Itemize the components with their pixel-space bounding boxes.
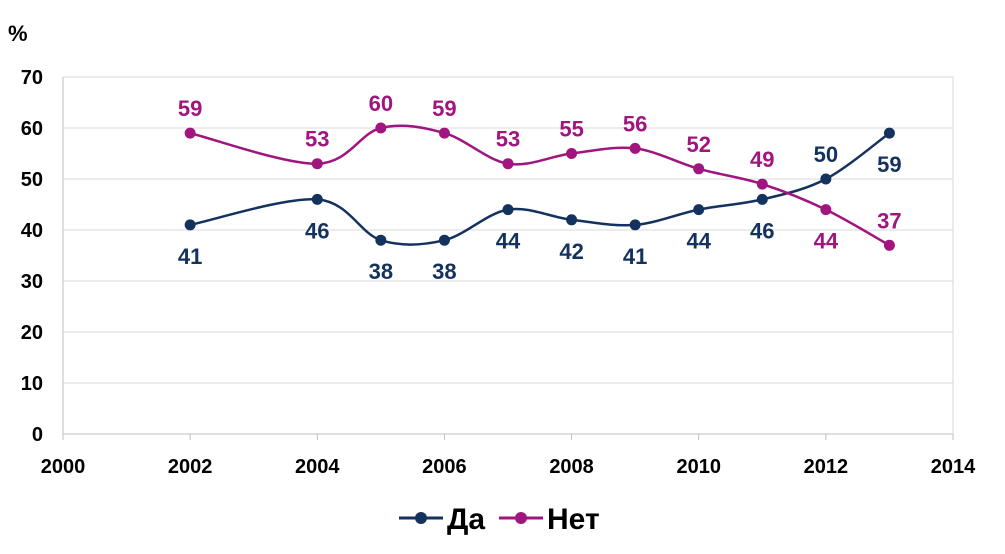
series-2-point	[184, 127, 196, 139]
y-tick-label: 60	[21, 118, 43, 140]
legend: Да Нет	[399, 503, 600, 536]
series-2-point	[375, 122, 387, 134]
y-tick-label: 70	[21, 67, 43, 89]
series-1-data-label: 46	[750, 218, 774, 243]
x-tick-label: 2010	[676, 456, 721, 478]
series-2-data-label: 60	[369, 91, 393, 116]
series-2-data-label: 49	[750, 147, 774, 172]
grid-lines	[63, 76, 953, 384]
series-1-data-label: 44	[686, 229, 711, 254]
x-tick-label: 2008	[549, 456, 594, 478]
series-1-point	[502, 204, 514, 216]
series-2-data-label: 53	[496, 127, 520, 152]
series-2-point	[820, 204, 832, 216]
axes: 0 10 20 30 40 50 60 70 2000 2002 2004 2006 2008 2010 2…	[8, 21, 976, 478]
legend-2-dot-marker	[515, 512, 527, 524]
data-labels: 41 46 38 38 44 42 41 44 46 50 59 59 53 60 59 53 55 56 52 49…	[178, 91, 902, 284]
series-1-point	[566, 214, 578, 226]
y-tick-label: 20	[21, 322, 43, 344]
y-tick-label: 40	[21, 220, 43, 242]
series-1-data-label: 59	[877, 152, 901, 177]
x-tick-label: 2014	[931, 456, 976, 478]
series-1-data-label: 41	[623, 244, 647, 269]
series-2-point	[566, 148, 578, 159]
x-tick-label: 2000	[41, 456, 86, 478]
series-1-point	[693, 204, 705, 216]
series-2-line	[189, 124, 891, 247]
series-2-point	[629, 142, 641, 154]
series-2-point	[756, 178, 768, 190]
series-2-data-label: 52	[686, 132, 710, 157]
legend-2-label: Нет	[547, 503, 600, 536]
series-1-point	[756, 193, 768, 205]
series-1-point	[820, 173, 832, 185]
legend-1-dot-marker	[415, 512, 427, 524]
series-1-point	[311, 193, 323, 205]
y-tick-label: 50	[21, 169, 43, 191]
series-2-data-label: 59	[432, 96, 456, 121]
y-tick-label: 30	[21, 271, 43, 293]
series-2-data-label: 55	[559, 117, 583, 142]
x-tick-label: 2004	[295, 456, 340, 478]
series-2-point	[693, 163, 705, 175]
y-tick-label: 0	[32, 424, 43, 446]
x-tick-label: 2006	[422, 456, 467, 478]
x-tick-label: 2012	[804, 456, 849, 478]
series-1-data-label: 42	[559, 239, 583, 264]
series-1-point	[184, 219, 196, 231]
series-2-data-label: 53	[305, 127, 329, 152]
series-1-data-label: 44	[496, 229, 521, 254]
series-1-data-label: 38	[369, 259, 393, 284]
series-1-data-label: 46	[305, 218, 329, 243]
series-1-line	[189, 132, 891, 246]
series-2-data-label: 56	[623, 111, 647, 136]
series-2-point	[438, 127, 450, 139]
series-2-data-label: 37	[877, 208, 901, 233]
legend-1-label: Да	[447, 503, 485, 536]
series-2-point	[502, 158, 514, 170]
series-2-point	[311, 158, 323, 170]
unit-label: %	[8, 21, 28, 46]
series-1-data-label: 50	[814, 142, 838, 167]
series-2-data-label: 59	[178, 96, 202, 121]
series-1-point	[883, 127, 895, 139]
series-group	[184, 122, 895, 251]
series-2-point	[883, 239, 895, 251]
series-1-point	[629, 219, 641, 231]
x-tick-label: 2002	[168, 456, 213, 478]
y-tick-label: 10	[21, 373, 43, 395]
series-1-point	[375, 234, 387, 246]
series-1-data-label: 38	[432, 259, 456, 284]
series-1-data-label: 41	[178, 244, 202, 269]
series-1-point	[438, 234, 450, 246]
series-2-data-label: 44	[814, 229, 839, 254]
